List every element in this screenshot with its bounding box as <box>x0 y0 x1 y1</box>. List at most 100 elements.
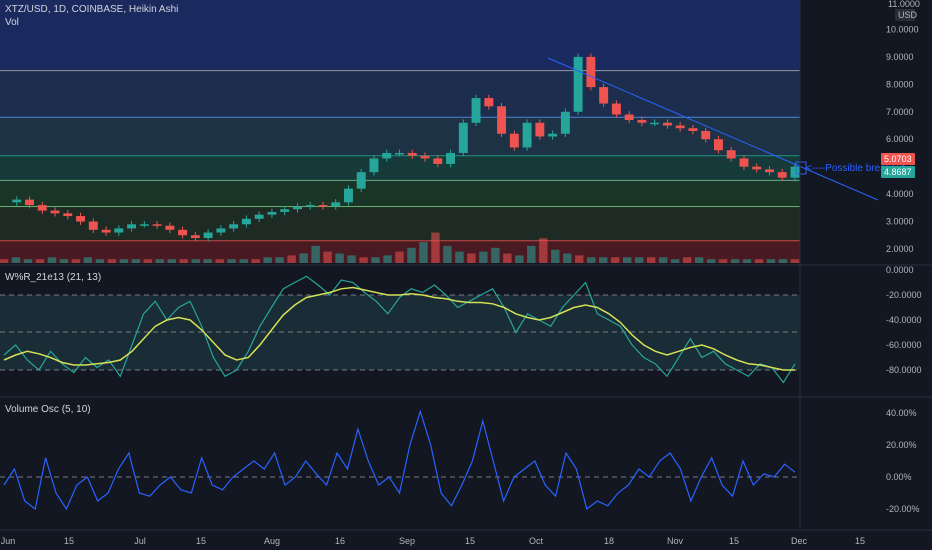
vosc-tick-label: 0.00% <box>886 472 912 482</box>
breakout-marker <box>795 161 807 175</box>
vosc-indicator-label[interactable]: Volume Osc (5, 10) <box>5 404 91 415</box>
candle-body <box>203 232 213 239</box>
candle-body <box>701 130 711 140</box>
candle-body <box>624 114 634 121</box>
candle-body <box>790 166 800 178</box>
time-axis[interactable]: Jun 15 Jul 15 Aug 16 Sep 15 Oct 18 Nov 15 Dec 15 <box>1 536 865 546</box>
candle-body <box>190 235 200 239</box>
volume-label[interactable]: Vol <box>5 17 19 28</box>
wr-signal-line <box>3 286 795 371</box>
candle-body <box>101 229 111 233</box>
candle-body <box>752 166 762 170</box>
volume-bar <box>670 259 680 263</box>
candle-body <box>433 158 443 164</box>
volume-bar <box>515 255 524 263</box>
volume-bar <box>479 251 488 263</box>
price-zone-2 <box>0 70 800 118</box>
volume-bar <box>215 259 224 263</box>
candle-body <box>497 106 507 134</box>
candle-body <box>37 205 47 211</box>
volume-bar <box>443 245 452 263</box>
volume-bar <box>575 255 584 263</box>
price-tick-label: 4.0000 <box>886 189 914 199</box>
candle-body <box>331 202 341 207</box>
volume-bar <box>107 259 117 263</box>
candle-body <box>765 169 774 173</box>
candle-body <box>522 122 532 148</box>
vosc-tick-label: 20.00% <box>886 440 917 450</box>
candle-body <box>599 87 609 104</box>
price-zone-4 <box>0 155 800 182</box>
candle-body <box>509 133 519 148</box>
price-zone-top <box>0 0 800 70</box>
volume-bar <box>730 259 740 263</box>
candle-body <box>76 216 86 222</box>
volume-bar <box>131 259 141 263</box>
candle-body <box>267 211 277 215</box>
candle-body <box>216 228 226 233</box>
candle-body <box>356 172 366 189</box>
candle-body <box>88 221 98 230</box>
price-tick-label: 6.0000 <box>886 134 914 144</box>
candle-body <box>229 224 239 229</box>
volume-bar <box>299 253 308 263</box>
volume-bar <box>682 257 692 263</box>
volume-bar <box>587 257 596 263</box>
time-tick-label: Jul <box>134 536 146 546</box>
volume-bars <box>0 232 800 263</box>
volume-bar <box>694 257 704 263</box>
volume-bar <box>287 255 296 263</box>
trendline[interactable] <box>547 57 879 201</box>
candle-body <box>292 206 302 210</box>
volume-bar <box>179 259 188 263</box>
price-axis[interactable]: 10.0000 9.0000 8.0000 7.0000 6.0000 4.0000 3.0… <box>886 24 919 254</box>
price-tick-label: 8.0000 <box>886 79 914 89</box>
candle-body <box>726 150 736 159</box>
last-price-tag: 5.0703 <box>881 153 915 165</box>
volume-bar <box>383 255 392 263</box>
volume-bar <box>167 259 176 263</box>
candle-body <box>25 199 34 206</box>
price-zone-5 <box>0 182 800 208</box>
time-tick-label: 18 <box>604 536 614 546</box>
volume-bar <box>71 259 81 263</box>
candle-body <box>675 125 685 129</box>
candle-body <box>318 205 328 207</box>
volume-bar <box>59 259 69 263</box>
time-tick-label: 15 <box>196 536 206 546</box>
time-tick-label: Oct <box>529 536 544 546</box>
candle-body <box>50 210 60 214</box>
symbol-title[interactable]: XTZ/USD, 1D, COINBASE, Heikin Ashi <box>5 4 179 15</box>
volume-bar <box>155 259 164 263</box>
candle-body <box>165 225 175 230</box>
candle-body <box>611 103 621 115</box>
candle-body <box>63 213 73 217</box>
candle-body <box>458 122 468 153</box>
volume-bar <box>766 259 776 263</box>
volume-bar <box>790 259 800 263</box>
time-tick-label: 16 <box>335 536 345 546</box>
time-tick-label: Nov <box>667 536 684 546</box>
price-tick-label: 3.0000 <box>886 217 914 227</box>
volume-bar <box>203 259 212 263</box>
volume-bar <box>491 247 500 263</box>
wr-indicator-label[interactable]: W%R_21e13 (21, 13) <box>5 272 102 283</box>
volume-bar <box>539 238 548 263</box>
candle-body <box>420 155 430 159</box>
volume-bar <box>455 251 464 263</box>
time-tick-label: 15 <box>729 536 739 546</box>
time-tick-label: Jun <box>1 536 16 546</box>
volume-bar <box>503 253 512 263</box>
volume-bar <box>227 259 236 263</box>
candle-body <box>407 152 417 156</box>
price-tick-label: 2.0000 <box>886 244 914 254</box>
vosc-axis[interactable]: 40.00% 20.00% 0.00% -20.00% <box>886 408 920 514</box>
candle-body <box>114 228 124 233</box>
wr-axis[interactable]: 0.0000 -20.0000 -40.0000 -60.0000 -80.0000 <box>886 265 922 375</box>
volume-bar <box>527 245 536 263</box>
volume-bar <box>778 259 788 263</box>
volume-bar <box>239 259 248 263</box>
volume-bar <box>635 257 644 263</box>
secondary-price-tag: 4.8687 <box>881 166 915 178</box>
